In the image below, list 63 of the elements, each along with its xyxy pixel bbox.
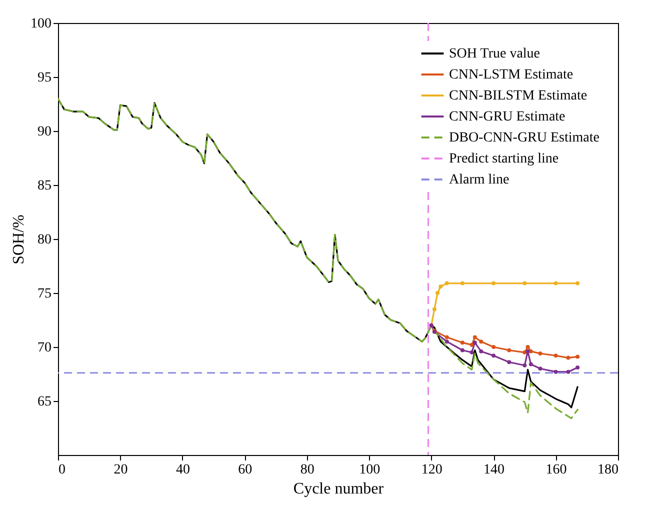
point [492,281,496,286]
point [566,356,570,360]
point [460,281,464,286]
point [438,284,443,289]
x-tick-label: 80 [300,462,314,478]
point [470,350,474,354]
x-tick-label: 180 [598,462,618,478]
x-axis-title: Cycle number [293,480,384,498]
y-tick-label: 75 [38,286,52,302]
point [526,345,530,349]
point [522,281,527,286]
y-tick-label: 65 [38,394,52,410]
point [554,354,558,358]
point [576,281,580,286]
x-tick-label: 160 [546,462,567,478]
point [444,335,449,340]
point [566,370,570,374]
legend-label: SOH True value [449,46,540,62]
point [479,349,484,354]
y-tick-label: 85 [38,178,52,194]
y-tick-label: 100 [30,16,52,32]
point [507,360,512,364]
x-tick-label: 140 [484,462,505,478]
y-tick-label: 70 [38,340,52,356]
point [576,354,580,359]
legend-label: CNN-GRU Estimate [449,110,566,124]
point [444,340,449,344]
point [460,340,464,345]
legend-label: CNN-BILSTM Estimate [449,88,588,104]
point [576,366,580,370]
legend-label: Alarm line [449,172,510,188]
point [492,345,496,349]
y-tick-label: 95 [38,70,52,86]
point [522,350,527,354]
x-tick-label: 0 [58,462,66,478]
point [538,351,542,356]
y-axis-title: SOH/% [10,214,28,264]
x-tick-label: 120 [421,462,442,478]
y-tick-label: 80 [38,232,52,248]
point [522,363,527,368]
point [554,370,558,374]
point [432,307,436,312]
point [526,349,530,354]
point [472,335,477,340]
legend-label: DBO-CNN-GRU Estimate [449,130,600,146]
point [538,366,542,371]
point [436,291,440,295]
point [472,340,477,345]
point [479,340,484,344]
point [528,362,533,366]
point [492,354,496,358]
point [554,281,558,286]
legend-label: CNN-LSTM Estimate [449,68,574,82]
y-tick-label: 90 [38,124,52,140]
ref-line-label: Predict starting line [449,152,559,166]
point [507,348,512,352]
point [460,348,464,352]
point [470,342,474,347]
x-tick-label: 20 [114,462,128,478]
x-tick-label: 100 [359,462,380,478]
x-tick-label: 60 [238,462,252,478]
x-tick-label: 40 [176,462,190,478]
point [444,281,449,286]
